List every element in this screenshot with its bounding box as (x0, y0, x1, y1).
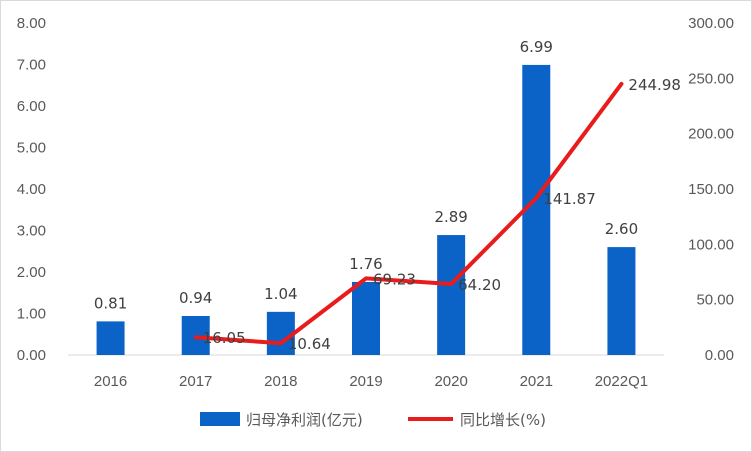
left-axis-tick-label: 0.00 (17, 347, 46, 364)
right-axis-tick-label: 200.00 (688, 126, 734, 143)
bar (96, 321, 125, 355)
growth-line (193, 81, 624, 346)
watermark: 百家号/享迎 (640, 424, 715, 441)
bar-data-label: 2.60 (605, 220, 638, 238)
right-axis-tick-label: 0.00 (705, 347, 734, 364)
right-axis-ticks: 0.00 50.00 100.00 150.00 200.00 250.00 300.00 (688, 15, 734, 364)
bar (266, 311, 295, 355)
x-axis-tick-label: 2021 (520, 373, 553, 390)
bar (607, 247, 636, 355)
bar-data-label: 6.99 (520, 38, 553, 56)
left-axis-tick-label: 8.00 (17, 15, 46, 32)
legend-line-label: 同比增长(%) (460, 411, 546, 429)
right-axis-tick-label: 300.00 (688, 15, 734, 32)
bar-data-label: 2.89 (434, 208, 467, 226)
x-axis-tick-label: 2018 (264, 373, 297, 390)
line-data-label: 16.05 (203, 329, 246, 347)
legend: 归母净利润(亿元) 同比增长(%) (200, 411, 546, 429)
left-axis-tick-label: 6.00 (17, 98, 46, 115)
bar-data-label: 0.94 (179, 289, 212, 307)
bar (352, 281, 380, 355)
x-axis-tick-label: 2016 (94, 373, 127, 390)
left-axis-tick-label: 3.00 (17, 223, 46, 240)
left-axis-ticks: 0.00 1.00 2.00 3.00 4.00 5.00 6.00 7.00 8.00 (17, 15, 46, 364)
line-data-labels: 16.05 10.64 69.23 64.20 141.87 244.98 (203, 76, 681, 353)
left-axis-tick-label: 4.00 (17, 181, 46, 198)
x-axis-tick-label: 2022Q1 (595, 373, 648, 390)
left-axis-tick-label: 1.00 (17, 306, 46, 323)
legend-bar-label: 归母净利润(亿元) (246, 411, 363, 429)
line-data-label: 244.98 (628, 76, 681, 94)
x-axis-tick-label: 2017 (179, 373, 212, 390)
bar-data-labels: 0.81 0.94 1.04 1.76 2.89 6.99 2.60 (94, 38, 638, 312)
x-axis-ticks: 2016 2017 2018 2019 2020 2021 2022Q1 (94, 373, 648, 390)
bar-data-label: 1.04 (264, 285, 297, 303)
bar-data-label: 0.81 (94, 294, 127, 312)
line-data-label: 141.87 (543, 190, 596, 208)
bar (437, 235, 466, 355)
x-axis-tick-label: 2020 (434, 373, 467, 390)
bar-data-label: 1.76 (349, 255, 382, 273)
line-data-label: 64.20 (458, 276, 501, 294)
right-axis-tick-label: 250.00 (688, 70, 734, 87)
left-axis-tick-label: 2.00 (17, 264, 46, 281)
left-axis-tick-label: 7.00 (17, 57, 46, 74)
line-data-label: 10.64 (288, 335, 331, 353)
legend-bar-swatch (200, 412, 240, 426)
right-axis-tick-label: 100.00 (688, 236, 734, 253)
left-axis-tick-label: 5.00 (17, 140, 46, 157)
right-axis-tick-label: 150.00 (688, 181, 734, 198)
line-data-label: 69.23 (373, 270, 416, 288)
line-series (193, 81, 624, 346)
x-axis-tick-label: 2019 (349, 373, 382, 390)
right-axis-tick-label: 50.00 (696, 292, 734, 309)
